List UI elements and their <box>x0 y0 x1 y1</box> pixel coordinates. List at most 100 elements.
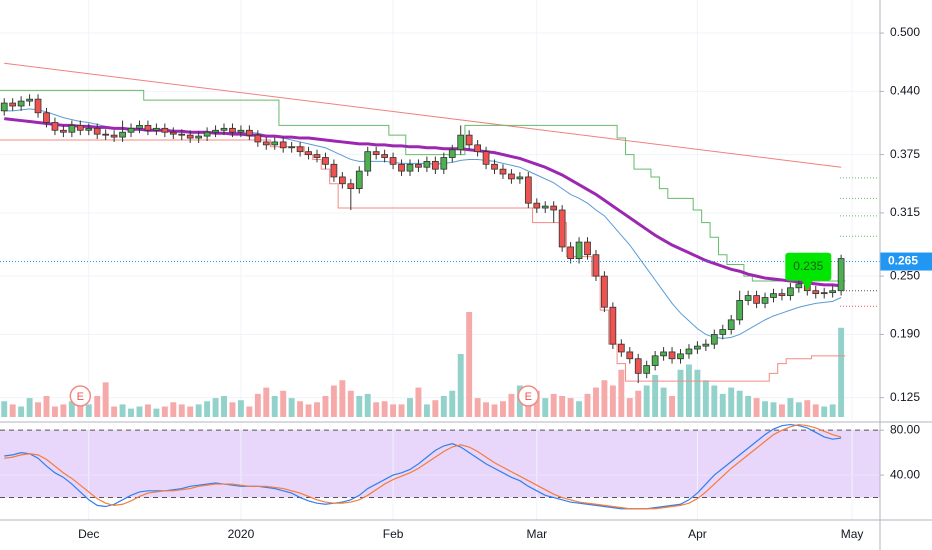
volume-bar <box>753 398 760 417</box>
candle-body <box>643 365 651 374</box>
volume-bar <box>322 396 329 417</box>
candle-body <box>660 351 667 357</box>
volume-bar <box>685 364 692 417</box>
volume-bar <box>221 396 227 417</box>
candle-body <box>795 283 803 289</box>
volume-bar <box>533 390 540 417</box>
candle-body <box>262 141 270 146</box>
volume-bar <box>694 369 701 417</box>
indicator-line <box>0 89 846 282</box>
candle-body <box>144 125 152 131</box>
volume-bar <box>643 385 650 417</box>
indicator-line <box>4 62 842 168</box>
candle-body <box>634 358 642 374</box>
candle-body <box>288 146 296 149</box>
candle-body <box>465 134 473 146</box>
y-tick-label: 0.125 <box>890 390 920 404</box>
candle-body <box>710 334 718 345</box>
candle-body <box>524 176 532 204</box>
x-tick-label: May <box>841 527 864 541</box>
candle-body <box>491 163 498 170</box>
candle-body <box>702 343 710 347</box>
volume-bar <box>43 396 50 417</box>
annotation-label: 0.235 <box>793 259 823 273</box>
volume-bar <box>542 398 549 417</box>
candle-body <box>220 127 228 131</box>
volume-bar <box>288 398 295 417</box>
candle-body <box>355 170 363 190</box>
volume-bar <box>94 396 101 417</box>
volume-bar <box>373 402 380 417</box>
candle-body <box>93 127 101 135</box>
candle-body <box>68 125 76 133</box>
volume-bar <box>271 396 278 417</box>
candle-body <box>601 275 608 308</box>
candle-body <box>195 135 203 139</box>
candle-body <box>440 157 448 170</box>
event-label: E <box>525 391 532 403</box>
x-tick-label: Mar <box>526 527 547 541</box>
candle-body <box>60 129 67 133</box>
candle-body <box>626 351 634 360</box>
volume-bar <box>297 401 304 417</box>
volume-bar <box>745 396 752 417</box>
candle-body <box>381 154 388 158</box>
volume-bar <box>829 404 836 417</box>
volume-bar <box>51 406 58 417</box>
volume-bar <box>229 402 236 417</box>
volume-bar <box>584 393 591 417</box>
candle-body <box>153 127 160 131</box>
x-tick-label: Feb <box>383 527 404 541</box>
candle-body <box>584 241 591 256</box>
candle-body <box>592 254 600 277</box>
volume-bar <box>119 404 126 417</box>
volume-bar <box>111 406 118 417</box>
candle-body <box>736 300 744 321</box>
candle-body <box>457 134 465 151</box>
candle-body <box>499 168 507 175</box>
candle-body <box>787 287 794 296</box>
candle-body <box>51 122 59 131</box>
y-tick-label: 0.440 <box>890 84 920 98</box>
volume-bar <box>559 396 566 417</box>
candle-body <box>9 102 17 107</box>
volume-bar <box>18 406 25 417</box>
candle-body <box>812 290 820 295</box>
candle-body <box>770 293 777 298</box>
candle-body <box>296 146 304 153</box>
volume-bar <box>102 382 109 417</box>
candle-body <box>339 176 346 185</box>
volume-bar <box>390 404 397 417</box>
candle-body <box>550 205 558 211</box>
x-tick-label: Dec <box>78 527 99 541</box>
volume-bar <box>500 401 506 417</box>
candle-body <box>330 163 338 178</box>
candle-body <box>744 295 752 301</box>
candle-body <box>567 246 574 260</box>
volume-bar <box>432 400 439 417</box>
volume-bar <box>635 390 642 417</box>
candle-body <box>34 98 42 114</box>
candle-body <box>474 144 481 153</box>
volume-bar <box>35 402 41 417</box>
volume-bar <box>263 387 270 417</box>
volume-bar <box>26 398 33 417</box>
indicator-line <box>4 423 842 510</box>
volume-bar <box>246 406 253 417</box>
candle-body <box>102 133 110 136</box>
volume-bar <box>838 327 845 417</box>
volume-bar <box>677 369 684 417</box>
candle-body <box>119 131 126 138</box>
candle-body <box>482 151 490 165</box>
volume-bar <box>153 408 160 417</box>
oscillator-band <box>0 430 880 498</box>
candle-body <box>508 173 515 180</box>
candle-body <box>719 329 727 335</box>
y-tick-label: 0.315 <box>890 205 920 219</box>
candle-body <box>271 141 279 146</box>
volume-bar <box>381 401 388 417</box>
candle-body <box>347 183 355 190</box>
candle-body <box>727 319 735 330</box>
event-label: E <box>77 391 84 403</box>
